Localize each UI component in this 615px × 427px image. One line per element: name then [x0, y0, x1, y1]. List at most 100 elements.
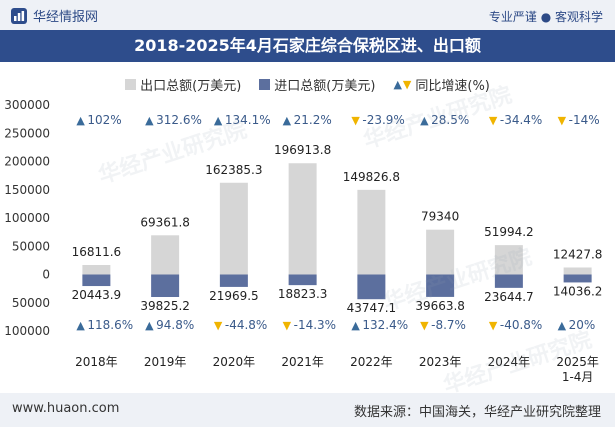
import-value-label: 18823.3	[278, 287, 328, 301]
yoy-up-icon: ▲	[283, 114, 292, 127]
y-tick-label: 250000	[4, 126, 50, 140]
yoy-up-icon: ▲	[76, 319, 85, 332]
export-bar	[288, 163, 317, 275]
brand[interactable]: 华经情报网	[10, 6, 98, 25]
export-bar	[494, 245, 523, 275]
legend-yoy: ▲ ▼ 同比增速(%)	[393, 75, 489, 94]
y-tick-label: 50000	[12, 296, 50, 310]
import-bar	[82, 274, 111, 287]
export-bar	[219, 182, 248, 275]
legend-yoy-label: 同比增速(%)	[415, 79, 490, 94]
legend-import-swatch	[259, 79, 271, 90]
export-value-label: 16811.6	[72, 245, 122, 259]
export-bar	[563, 267, 592, 275]
x-tick-label: 2020年	[213, 355, 256, 369]
export-bar	[357, 189, 386, 275]
site-link[interactable]: www.huaon.com	[12, 401, 120, 416]
y-tick-label: 150000	[4, 183, 50, 197]
yoy-down-icon: ▼	[351, 114, 360, 127]
top-bar: 华经情报网 专业严谨 ● 客观科学	[0, 0, 615, 30]
yoy-down-icon: ▼	[283, 319, 292, 332]
y-tick-label: 100000	[4, 324, 50, 338]
import-bar	[357, 274, 386, 300]
export-yoy-label: 28.5%	[431, 113, 469, 127]
x-tick-label: 2025年	[556, 355, 599, 369]
legend-yoy-icon: ▲ ▼	[393, 78, 412, 91]
legend-import-label: 进口总额(万美元)	[274, 79, 376, 94]
legend-export-label: 出口总额(万美元)	[140, 79, 242, 94]
import-yoy-label: 94.8%	[156, 318, 194, 332]
import-yoy-label: -14.3%	[294, 318, 336, 332]
yoy-down-icon: ▼	[214, 319, 223, 332]
y-tick-label: 0	[42, 268, 50, 282]
import-yoy-label: 118.6%	[87, 318, 133, 332]
export-yoy-label: -23.9%	[362, 113, 404, 127]
export-yoy-label: -34.4%	[500, 113, 542, 127]
yoy-up-icon: ▲	[145, 114, 154, 127]
data-source: 数据来源：中国海关，华经产业研究院整理	[353, 405, 601, 420]
export-value-label: 51994.2	[484, 225, 534, 239]
export-value-label: 162385.3	[205, 163, 262, 177]
y-tick-label: 50000	[12, 239, 50, 253]
x-tick-label: 1-4月	[562, 370, 594, 384]
export-yoy-label: 21.2%	[294, 113, 332, 127]
brand-name: 华经情报网	[33, 10, 99, 25]
footer: www.huaon.com 数据来源：中国海关，华经产业研究院整理	[0, 393, 615, 427]
yoy-down-icon: ▼	[558, 114, 567, 127]
yoy-up-icon: ▲	[420, 114, 429, 127]
y-tick-label: 300000	[4, 98, 50, 112]
x-tick-label: 2023年	[419, 355, 462, 369]
export-bar	[82, 265, 111, 275]
export-value-label: 79340	[421, 210, 459, 224]
yoy-up-icon: ▲	[145, 319, 154, 332]
export-value-label: 196913.8	[274, 143, 331, 157]
import-value-label: 39663.8	[415, 299, 465, 313]
yoy-down-icon: ▼	[420, 319, 429, 332]
export-value-label: 149826.8	[343, 170, 400, 184]
import-yoy-label: -44.8%	[225, 318, 267, 332]
import-bar	[219, 274, 248, 287]
legend-export: 出口总额(万美元)	[125, 75, 241, 94]
yoy-down-icon: ▼	[489, 319, 498, 332]
export-value-label: 69361.8	[140, 215, 190, 229]
legend-import: 进口总额(万美元)	[259, 75, 375, 94]
import-value-label: 43747.1	[347, 301, 397, 315]
chart-area: 300000 250000 200000 150000 100000 50000 0 5000…	[4, 98, 603, 384]
legend: 出口总额(万美元) 进口总额(万美元) ▲ ▼ 同比增速(%)	[0, 75, 615, 94]
import-yoy-label: -8.7%	[431, 318, 466, 332]
export-value-label: 12427.8	[553, 247, 603, 261]
import-value-label: 20443.9	[72, 288, 122, 302]
export-yoy-label: 134.1%	[225, 113, 271, 127]
y-tick-label: 200000	[4, 155, 50, 169]
x-tick-label: 2018年	[75, 355, 118, 369]
x-tick-label: 2024年	[488, 355, 531, 369]
legend-export-swatch	[125, 79, 137, 90]
import-bar	[563, 274, 592, 283]
import-bar	[494, 274, 523, 288]
yoy-up-icon: ▲	[214, 114, 223, 127]
y-tick-label: 100000	[4, 211, 50, 225]
import-value-label: 23644.7	[484, 290, 534, 304]
import-value-label: 14036.2	[553, 284, 603, 298]
brand-logo-icon	[11, 7, 27, 24]
import-yoy-label: -40.8%	[500, 318, 542, 332]
import-bar	[151, 274, 180, 298]
import-value-label: 21969.5	[209, 289, 259, 303]
import-bar	[426, 274, 455, 297]
tagline: 专业严谨 ● 客观科学	[488, 10, 603, 24]
x-tick-label: 2019年	[144, 355, 187, 369]
yoy-down-icon: ▼	[489, 114, 498, 127]
export-yoy-label: -14%	[569, 113, 600, 127]
chart-title: 2018-2025年4月石家庄综合保税区进、出口额	[0, 30, 615, 62]
export-bar	[151, 235, 180, 275]
export-bar	[426, 229, 455, 275]
import-yoy-label: 132.4%	[362, 318, 408, 332]
export-yoy-label: 102%	[87, 113, 121, 127]
yoy-up-icon: ▲	[351, 319, 360, 332]
import-bar	[288, 274, 317, 286]
x-tick-label: 2022年	[350, 355, 393, 369]
yoy-up-icon: ▲	[558, 319, 567, 332]
import-value-label: 39825.2	[140, 299, 190, 313]
yoy-up-icon: ▲	[76, 114, 85, 127]
x-tick-label: 2021年	[281, 355, 324, 369]
